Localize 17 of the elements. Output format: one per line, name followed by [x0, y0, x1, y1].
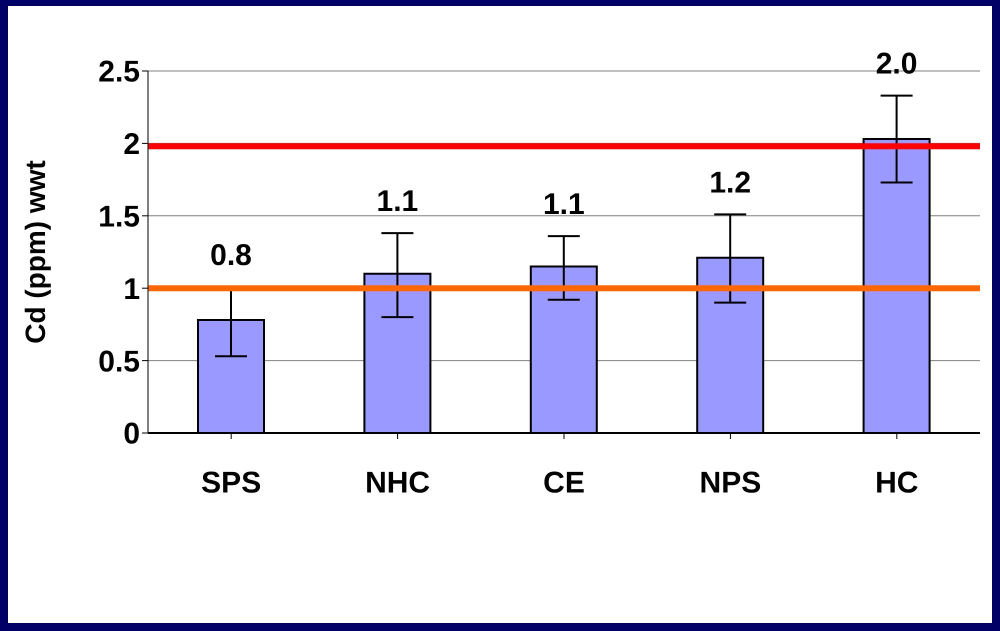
- y-tick-label: 1: [123, 272, 140, 306]
- data-label: 1.1: [376, 185, 418, 218]
- y-axis-title: Cd (ppm) wwt: [20, 160, 51, 344]
- data-label: 1.1: [542, 188, 585, 222]
- y-tick-label: 1.5: [98, 200, 140, 234]
- data-label: 2.0: [876, 48, 918, 81]
- y-tick-label: 2: [123, 128, 140, 162]
- data-label: 1.2: [709, 166, 752, 200]
- x-tick-label: NPS: [700, 466, 762, 500]
- x-tick-label: NHC: [365, 466, 430, 500]
- y-tick-label: 0.5: [98, 345, 140, 378]
- x-tick-label: HC: [875, 466, 918, 500]
- x-tick-label: CE: [543, 466, 585, 500]
- x-tick-label: SPS: [201, 466, 262, 500]
- data-label: 0.8: [210, 238, 252, 272]
- y-tick-label: 2.5: [98, 56, 140, 89]
- y-tick-label: 0: [123, 418, 140, 451]
